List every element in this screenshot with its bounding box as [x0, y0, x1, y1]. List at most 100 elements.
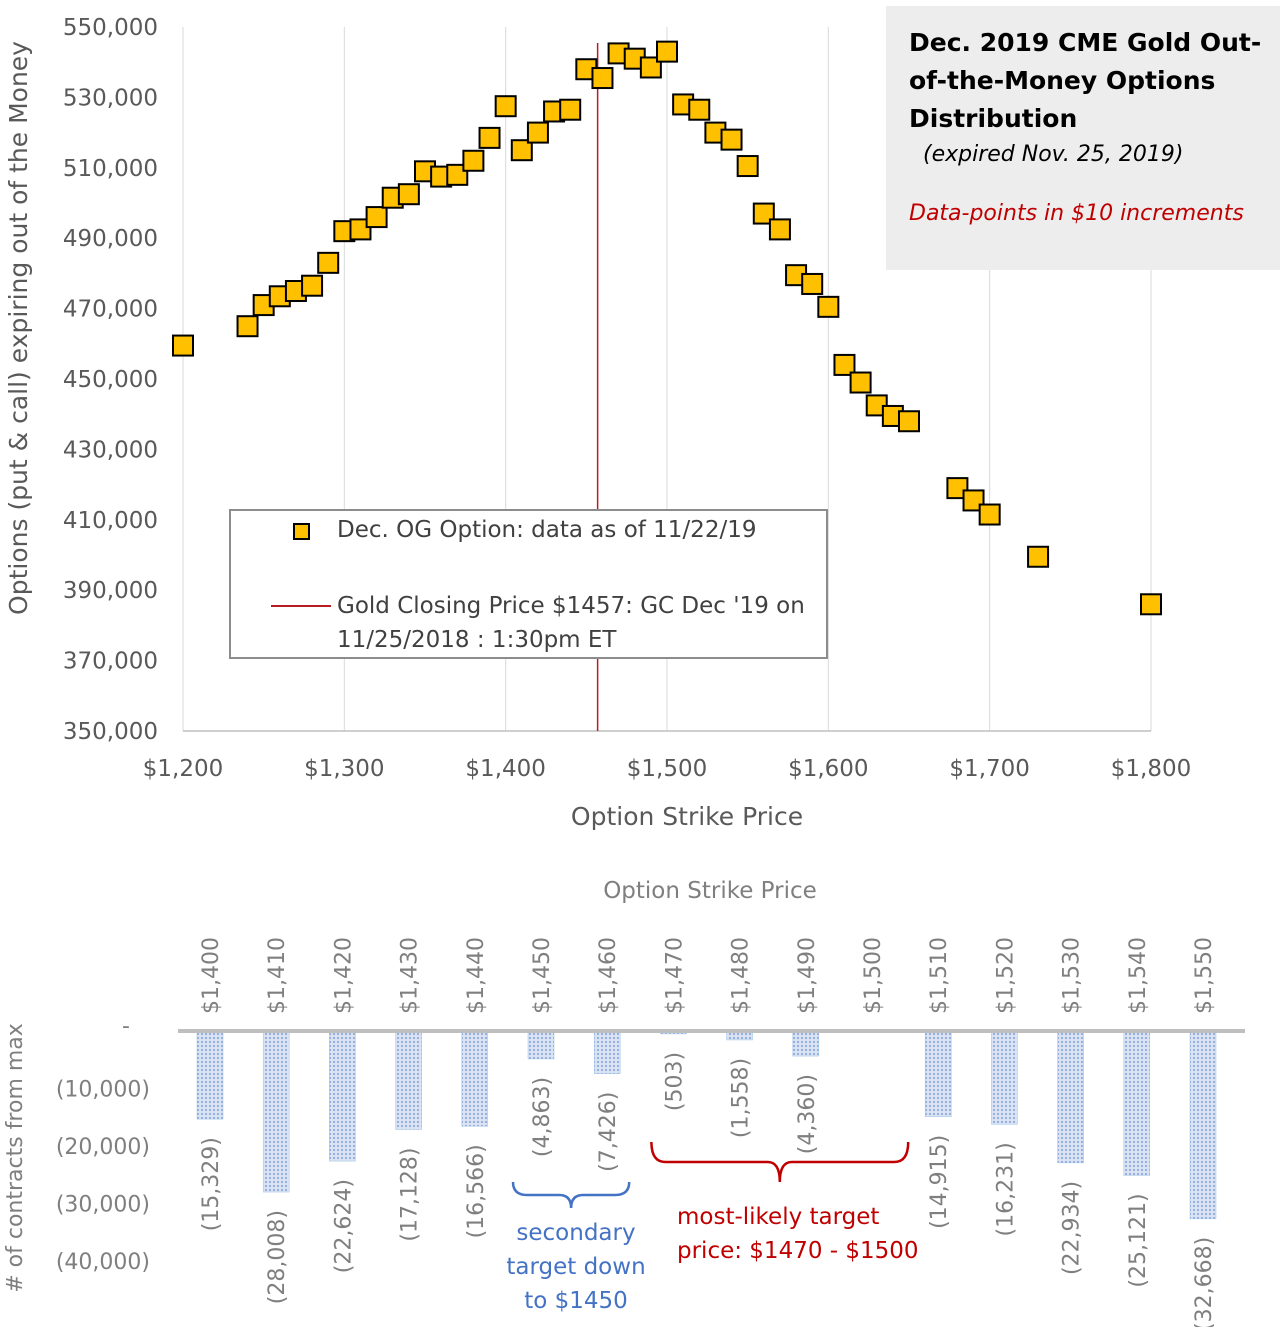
y-tick-label: 450,000 — [63, 367, 158, 393]
bar — [262, 1030, 290, 1193]
bar — [1123, 1030, 1151, 1176]
bar — [792, 1030, 820, 1057]
bar-category-label: $1,550 — [1192, 937, 1217, 1014]
bar-category-label: $1,460 — [596, 937, 621, 1014]
data-point — [526, 121, 549, 144]
bar-category-label: $1,430 — [398, 937, 423, 1014]
bar-category-label: $1,510 — [927, 937, 952, 1014]
legend-label-closing-price: Gold Closing Price $1457: GC Dec '19 on … — [337, 593, 805, 653]
bar-category-label: $1,500 — [861, 937, 886, 1014]
scatter-points — [172, 40, 1162, 616]
bar-category-label: $1,540 — [1126, 937, 1151, 1014]
bar — [395, 1030, 422, 1130]
scatter-legend: Dec. OG Option: data as of 11/22/19 Gold… — [229, 509, 828, 659]
x-tick-label: $1,600 — [788, 756, 868, 782]
data-point — [752, 202, 775, 225]
y-tick-label: 530,000 — [63, 85, 158, 111]
bar-value-label: (25,121) — [1126, 1193, 1151, 1287]
bar — [527, 1030, 555, 1060]
bar-category-label: $1,520 — [993, 937, 1018, 1014]
y-tick-label: 410,000 — [63, 508, 158, 534]
secondary-target-text: secondary — [516, 1220, 635, 1246]
secondary-target-text: target down — [506, 1254, 645, 1280]
data-point — [494, 95, 517, 118]
data-point — [1140, 593, 1162, 616]
bar-category-label: $1,490 — [795, 937, 820, 1014]
data-point — [639, 56, 662, 79]
data-point — [365, 206, 388, 229]
secondary-target-text: to $1450 — [524, 1288, 628, 1314]
scatter-y-tick-labels: 350,000 370,000 390,000 410,000 430,000 450,0… — [63, 15, 158, 745]
bar — [991, 1030, 1018, 1125]
data-point — [720, 128, 743, 151]
data-point — [736, 155, 759, 178]
data-point — [397, 183, 420, 206]
x-tick-label: $1,400 — [465, 756, 545, 782]
bar-category-label: $1,480 — [729, 937, 754, 1014]
annotation-brace — [511, 1181, 631, 1209]
legend-marker-square — [293, 523, 310, 540]
bar — [1057, 1030, 1084, 1164]
chart-title-box: Dec. 2019 CME Gold Out-of-the-Money Opti… — [886, 6, 1280, 270]
bar — [593, 1030, 621, 1074]
data-point — [317, 251, 340, 274]
bar-category-label: $1,410 — [265, 937, 290, 1014]
x-tick-label: $1,800 — [1111, 756, 1191, 782]
bar-y-tick-labels: - (10,000) (20,000) (30,000) (40,000) — [56, 1014, 150, 1275]
data-point — [898, 410, 920, 433]
bar-y-tick-label: (20,000) — [56, 1135, 150, 1160]
y-tick-label: 510,000 — [63, 156, 158, 182]
likely-target-text: price: $1470 - $1500 — [677, 1238, 919, 1264]
bar — [1189, 1030, 1217, 1220]
bar-value-label: (28,008) — [265, 1210, 290, 1304]
bar-value-label: (7,426) — [596, 1092, 621, 1172]
scatter-x-tick-labels: $1,200 $1,300 $1,400 $1,500 $1,600 $1,700 $1,8… — [143, 756, 1191, 782]
x-tick-label: $1,200 — [143, 756, 223, 782]
data-point — [446, 163, 469, 186]
scatter-x-axis-title: Option Strike Price — [571, 802, 803, 831]
data-point — [301, 274, 324, 297]
chart-subtitle: (expired Nov. 25, 2019) — [923, 142, 1184, 167]
data-point — [946, 477, 969, 500]
data-point — [236, 315, 259, 338]
bar-category-label: $1,450 — [530, 937, 555, 1014]
bar-value-label: (15,329) — [199, 1137, 224, 1231]
bar-y-tick-label: (30,000) — [56, 1193, 150, 1218]
bar-category-label: $1,440 — [464, 937, 489, 1014]
y-tick-label: 430,000 — [63, 437, 158, 463]
bars — [196, 1030, 1217, 1220]
annotation-brace — [650, 1141, 910, 1183]
data-point — [833, 353, 856, 376]
x-tick-label: $1,300 — [304, 756, 384, 782]
bar-chart-title: Option Strike Price — [603, 878, 817, 904]
data-point — [978, 503, 1001, 526]
y-tick-label: 490,000 — [63, 226, 158, 252]
data-point — [349, 218, 372, 241]
data-point — [172, 334, 194, 357]
bar-y-axis-title: # of contracts from max — [3, 1023, 28, 1293]
data-point — [688, 98, 711, 121]
bar-chart: Option Strike Price # of contracts from … — [3, 878, 1245, 1327]
data-point — [849, 371, 872, 394]
scatter-chart: 350,000 370,000 390,000 410,000 430,000 450,0… — [4, 15, 1191, 831]
bar-value-label: (22,934) — [1060, 1181, 1085, 1275]
data-point — [462, 149, 485, 172]
bar-value-label: (17,128) — [398, 1147, 423, 1241]
bar-value-label: (16,566) — [464, 1144, 489, 1238]
bar-category-labels: $1,400 $1,410 $1,420 $1,430 $1,440 $1,450 $1,4… — [199, 937, 1217, 1014]
bar — [329, 1030, 356, 1162]
x-tick-label: $1,700 — [949, 756, 1029, 782]
y-tick-label: 370,000 — [63, 649, 158, 675]
data-point — [656, 40, 678, 63]
bar — [196, 1030, 224, 1120]
bar-value-label: (1,558) — [729, 1058, 754, 1138]
bar-value-label: (14,915) — [927, 1135, 952, 1229]
bar-category-label: $1,400 — [199, 937, 224, 1014]
legend-label-options: Dec. OG Option: data as of 11/22/19 — [337, 517, 757, 543]
data-point — [591, 67, 614, 90]
chart-note: Data-points in $10 increments — [909, 201, 1244, 226]
bar-y-tick-label: - — [122, 1014, 130, 1039]
data-point — [768, 218, 791, 241]
data-point — [962, 489, 985, 512]
y-tick-label: 390,000 — [63, 578, 158, 604]
